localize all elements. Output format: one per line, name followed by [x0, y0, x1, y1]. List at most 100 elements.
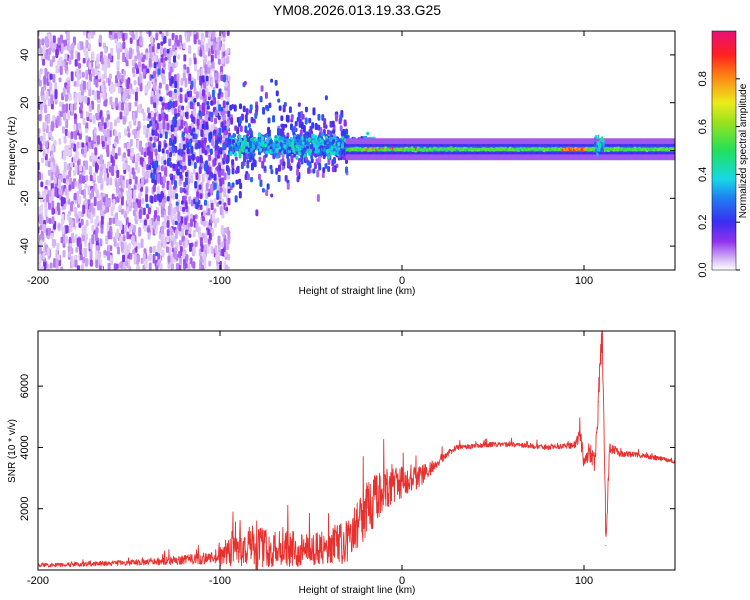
spectrogram-cell — [332, 151, 336, 156]
spectrogram-cell — [108, 73, 112, 80]
spectrogram-cell — [190, 175, 194, 184]
spectrogram-cell — [129, 37, 133, 44]
spectrogram-cell — [210, 100, 214, 106]
spectrogram-cell — [88, 205, 92, 213]
spectrogram-cells — [38, 31, 675, 270]
spectrogram-cell — [276, 128, 280, 136]
spectrogram-cell — [76, 141, 80, 149]
spectrogram-cell — [97, 252, 101, 261]
spectrogram-cell — [149, 158, 153, 163]
spectrogram-cell — [84, 183, 88, 189]
spectrogram-cell — [63, 151, 67, 161]
spectrogram-cell — [134, 176, 138, 185]
spectrogram-cell — [223, 187, 227, 198]
spectrogram-cell — [173, 74, 177, 83]
spectrogram-cell — [51, 188, 55, 199]
spectrogram-cell — [279, 159, 283, 165]
spectrogram-cell — [185, 171, 189, 177]
spectrogram-cell — [188, 57, 192, 66]
spectrogram-cell — [42, 58, 46, 66]
spectrogram-cell — [138, 61, 142, 68]
spectrogram-cell — [153, 221, 157, 230]
spectrogram-cell — [48, 132, 52, 138]
spectrogram-cell — [109, 177, 113, 186]
spectrogram-cell — [181, 132, 185, 138]
spectrogram-cell — [225, 206, 229, 212]
spectrogram-cell — [204, 55, 208, 64]
spectrogram-cell — [210, 124, 214, 134]
spectrogram-cell — [87, 211, 91, 219]
spectrogram-cell — [39, 234, 43, 242]
spectrogram-cell — [226, 31, 230, 37]
spectrogram-cell — [99, 154, 103, 165]
spectrogram-cell — [226, 154, 230, 163]
spectrogram-cell — [199, 204, 203, 210]
spectrogram-cell — [264, 154, 268, 158]
spectrogram-cell — [261, 161, 265, 169]
spectrogram-cell — [56, 115, 60, 126]
spectrogram-cell — [230, 117, 234, 125]
spectrogram-cell — [49, 35, 53, 42]
spectrogram-cell — [73, 192, 77, 201]
spectrogram-cell — [152, 253, 156, 264]
spectrogram-cell — [122, 262, 126, 270]
spectrogram-cell — [184, 111, 188, 118]
spectrogram-cell — [219, 147, 223, 155]
spectrogram-cell — [98, 200, 102, 210]
spectrogram-cell — [80, 189, 84, 196]
spectrogram-cell — [150, 96, 154, 105]
spectrogram-cell — [50, 232, 54, 239]
spectrogram-cell — [165, 246, 169, 253]
spectrogram-cell — [51, 207, 55, 215]
spectrogram-cell — [39, 195, 43, 203]
spectrogram-cell — [218, 104, 222, 112]
spectrogram-cell — [290, 114, 294, 120]
spectrogram-cell — [188, 196, 192, 205]
spectrogram-cell — [177, 211, 181, 221]
spectrogram-cell — [322, 167, 326, 174]
spectrogram-cell — [183, 64, 187, 70]
spectrogram-cell — [201, 140, 205, 147]
spectrogram-cell — [39, 224, 43, 231]
spectrogram-cell — [133, 241, 137, 248]
spectrogram-cell — [75, 214, 79, 224]
spectrogram-cell — [198, 166, 202, 175]
spectrogram-cell — [163, 35, 167, 44]
spectrogram-cell — [145, 142, 149, 149]
spectrogram-cell — [74, 130, 78, 140]
spectrogram-cell — [276, 154, 280, 159]
spectrogram-cell — [252, 152, 256, 157]
spectrogram-cell — [128, 171, 132, 179]
spectrogram-cell — [223, 153, 227, 162]
spectrogram-cell — [281, 165, 285, 171]
spectrogram-cell — [114, 33, 118, 40]
spectrogram-cell — [205, 42, 209, 52]
spectrogram-cell — [101, 63, 105, 71]
spectrogram-cell — [162, 175, 166, 184]
spectrogram-cell — [78, 242, 82, 250]
spectrogram-cell — [120, 102, 124, 111]
spectrogram-cell — [88, 103, 92, 112]
spectrogram-cell — [170, 239, 174, 248]
spectrogram-cell — [184, 263, 188, 269]
spectrogram-cell — [198, 184, 202, 190]
spectrogram-cell — [166, 229, 170, 237]
spectrogram-cell — [95, 250, 99, 260]
spectrogram-cell — [178, 34, 182, 42]
spectrogram-cell — [41, 38, 45, 46]
spectrogram-cell — [207, 66, 211, 74]
spectrogram-cell — [283, 149, 287, 155]
spectrogram-cell — [45, 179, 49, 186]
spectrogram-cell — [43, 121, 47, 129]
spectrogram-cell — [300, 155, 304, 161]
spectrogram-cell — [190, 199, 194, 207]
spectrogram-cell — [133, 189, 137, 199]
spectrogram-cell — [223, 125, 227, 131]
spectrogram-cell — [129, 138, 133, 147]
spectrogram-cell — [145, 193, 149, 203]
spectrogram-cell — [97, 103, 101, 113]
spectrogram-cell — [68, 184, 72, 191]
spectrogram-cell — [66, 31, 70, 39]
spectrogram-cell — [115, 232, 119, 240]
